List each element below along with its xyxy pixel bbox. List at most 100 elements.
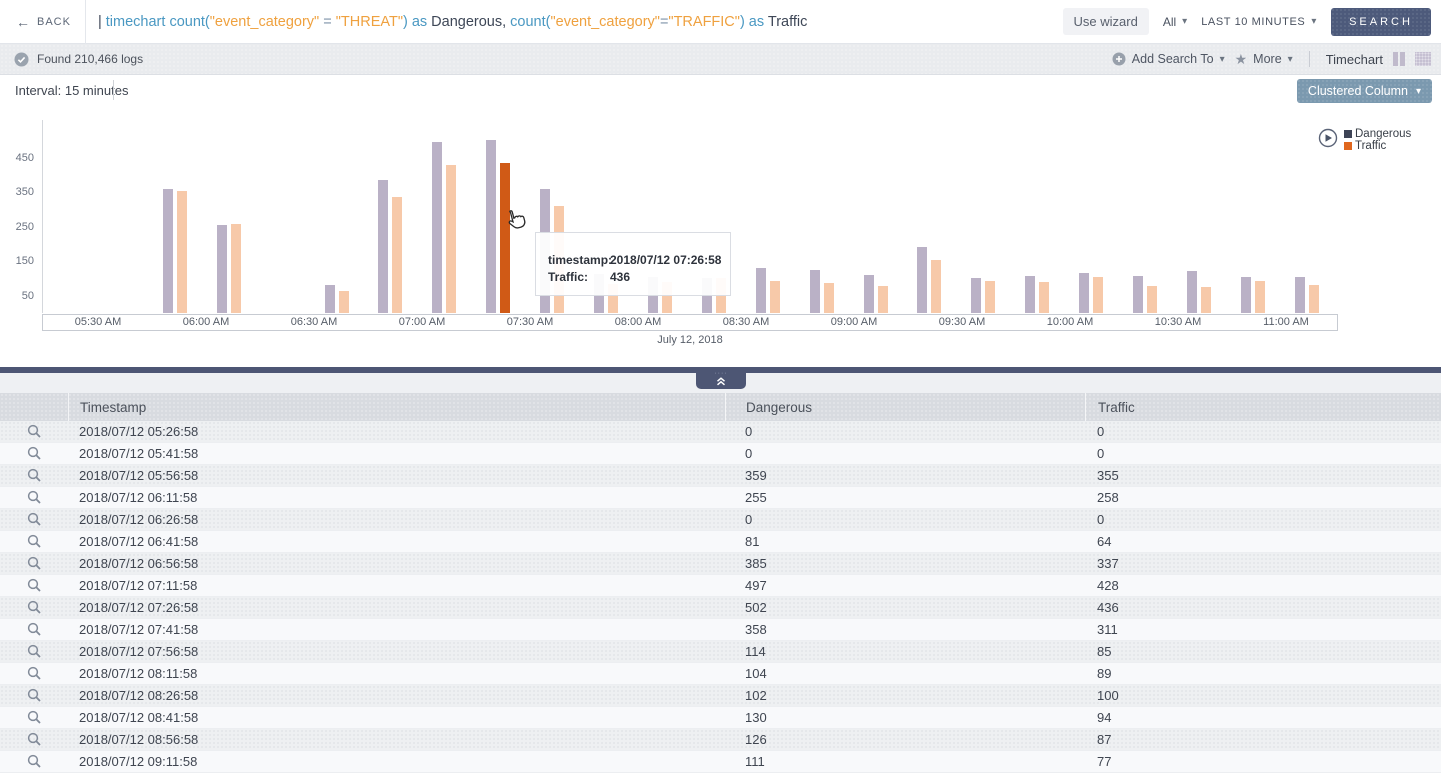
drilldown-search-icon[interactable] [0, 512, 68, 527]
bar-traffic[interactable] [339, 291, 349, 313]
bar-dangerous[interactable] [486, 140, 496, 313]
search-query[interactable]: | timechart count("event_category" = "TH… [86, 14, 1063, 30]
bar-dangerous[interactable] [917, 247, 927, 313]
bar-traffic[interactable] [608, 284, 618, 313]
drilldown-search-icon[interactable] [0, 424, 68, 439]
legend-item-traffic[interactable]: Traffic [1344, 140, 1411, 152]
drilldown-search-icon[interactable] [0, 468, 68, 483]
bar-traffic[interactable] [878, 286, 888, 313]
bar-traffic[interactable] [392, 197, 402, 313]
back-button[interactable]: ← BACK [0, 15, 85, 29]
bar-dangerous[interactable] [1025, 276, 1035, 313]
query-token: | [97, 13, 106, 30]
bar-dangerous[interactable] [810, 270, 820, 313]
bar-traffic[interactable] [446, 165, 456, 313]
chevron-down-icon: ▾ [1287, 53, 1293, 65]
column-header-timestamp[interactable]: Timestamp [68, 393, 725, 421]
query-token: ) [739, 13, 749, 30]
bar-traffic-highlighted[interactable] [500, 163, 510, 313]
bar-traffic[interactable] [1255, 281, 1265, 313]
x-axis-band[interactable] [42, 314, 1338, 331]
bar-traffic[interactable] [824, 283, 834, 313]
bar-traffic[interactable] [662, 282, 672, 313]
search-button[interactable]: SEARCH [1331, 7, 1431, 36]
drilldown-search-icon[interactable] [0, 666, 68, 681]
drilldown-search-icon[interactable] [0, 754, 68, 769]
drilldown-search-icon[interactable] [0, 688, 68, 703]
timechart-panel: Interval: 15 minutes Clustered Column ▾ … [0, 75, 1441, 367]
bar-dangerous[interactable] [1187, 271, 1197, 313]
splitter-bar[interactable] [0, 367, 1441, 373]
bar-traffic[interactable] [1039, 282, 1049, 313]
cell-timestamp: 2018/07/12 08:41:58 [79, 710, 199, 725]
bar-traffic[interactable] [770, 281, 780, 313]
cell-traffic: 64 [1097, 534, 1112, 549]
query-bar: ← BACK | timechart count("event_category… [0, 0, 1441, 44]
bar-dangerous[interactable] [325, 285, 335, 313]
drilldown-search-icon[interactable] [0, 578, 68, 593]
table-header-icon-col [0, 393, 68, 421]
drilldown-search-icon[interactable] [0, 710, 68, 725]
hand-cursor-icon [508, 210, 526, 229]
bar-dangerous[interactable] [1133, 276, 1143, 313]
x-axis-label: 10:00 AM [1046, 316, 1094, 328]
bar-traffic[interactable] [1093, 277, 1103, 313]
cell-dangerous: 102 [745, 688, 767, 703]
cell-timestamp: 2018/07/12 07:26:58 [79, 600, 199, 615]
bar-traffic[interactable] [177, 191, 187, 313]
aggregate-table: Timestamp Dangerous Traffic 2018/07/12 0… [0, 393, 1441, 773]
bar-dangerous[interactable] [163, 189, 173, 313]
drilldown-search-icon[interactable] [0, 534, 68, 549]
bar-traffic[interactable] [985, 281, 995, 313]
clustered-column-chart: July 12, 2018 Dangerous Traffic timestamp… [0, 75, 1441, 367]
timechart-view-icon[interactable] [1393, 52, 1405, 66]
drilldown-search-icon[interactable] [0, 490, 68, 505]
use-wizard-button[interactable]: Use wizard [1062, 8, 1149, 35]
play-animation-icon[interactable] [1318, 128, 1338, 148]
bar-traffic[interactable] [1309, 285, 1319, 313]
chart-type-dropdown[interactable]: Clustered Column ▾ [1296, 79, 1432, 103]
bar-dangerous[interactable] [1079, 273, 1089, 313]
time-range-dropdown[interactable]: LAST 10 MINUTES ▾ [1201, 16, 1317, 28]
collapse-chart-button[interactable]: ···· [696, 370, 746, 389]
bar-dangerous[interactable] [217, 225, 227, 313]
cell-traffic: 428 [1097, 578, 1119, 593]
bar-dangerous[interactable] [971, 278, 981, 313]
bar-traffic[interactable] [1201, 287, 1211, 313]
table-view-icon[interactable] [1415, 52, 1431, 66]
drilldown-search-icon[interactable] [0, 622, 68, 637]
tooltip-series-label: Traffic: [548, 270, 589, 284]
bar-dangerous[interactable] [756, 268, 766, 313]
legend-item-dangerous[interactable]: Dangerous [1344, 128, 1411, 140]
bar-dangerous[interactable] [432, 142, 442, 313]
bar-traffic[interactable] [931, 260, 941, 313]
drilldown-search-icon[interactable] [0, 556, 68, 571]
bar-dangerous[interactable] [864, 275, 874, 313]
time-range-label: LAST 10 MINUTES [1201, 15, 1306, 28]
drilldown-search-icon[interactable] [0, 732, 68, 747]
more-dropdown[interactable]: ★ More ▾ [1235, 51, 1293, 68]
bar-dangerous[interactable] [1295, 277, 1305, 313]
cell-dangerous: 502 [745, 600, 767, 615]
bar-dangerous[interactable] [1241, 277, 1251, 313]
topbar-actions: Use wizard All ▾ LAST 10 MINUTES ▾ SEARC… [1062, 7, 1441, 36]
drilldown-search-icon[interactable] [0, 600, 68, 615]
cell-traffic: 0 [1097, 424, 1105, 439]
drilldown-search-icon[interactable] [0, 446, 68, 461]
bar-dangerous[interactable] [378, 180, 388, 313]
query-token: count [510, 13, 546, 30]
bar-traffic[interactable] [1147, 286, 1157, 313]
scope-dropdown[interactable]: All ▾ [1163, 15, 1187, 29]
cell-timestamp: 2018/07/12 06:41:58 [79, 534, 199, 549]
bar-traffic[interactable] [231, 224, 241, 313]
divider [84, 0, 86, 44]
tooltip-timestamp-value: 2018/07/12 07:26:58 [610, 253, 722, 267]
toolbar-actions: Add Search To ▾ ★ More ▾ Timechart [1112, 51, 1431, 68]
drilldown-search-icon[interactable] [0, 644, 68, 659]
x-axis-label: 07:30 AM [506, 316, 554, 328]
cell-traffic: 77 [1097, 754, 1112, 769]
y-axis-label: 350 [15, 186, 34, 199]
column-header-dangerous[interactable]: Dangerous [725, 393, 1085, 421]
column-header-traffic[interactable]: Traffic [1085, 393, 1441, 421]
add-search-to-dropdown[interactable]: Add Search To ▾ [1112, 52, 1225, 66]
